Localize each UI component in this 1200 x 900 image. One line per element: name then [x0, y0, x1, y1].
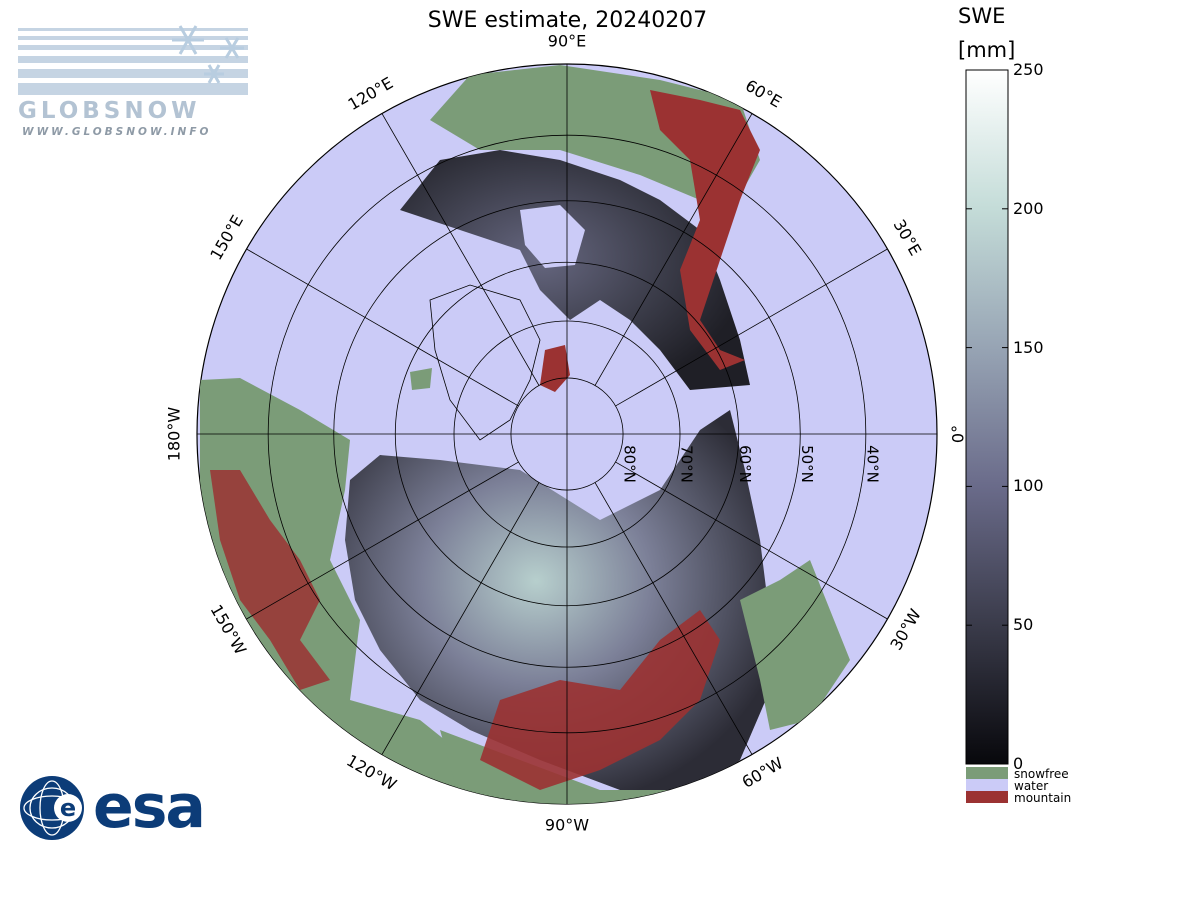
colorbar-title: SWE — [958, 4, 1006, 28]
meridian-line — [615, 461, 888, 620]
colorbar-tick-label: 50 — [1013, 615, 1034, 635]
latitude-label: 80°N — [621, 445, 639, 483]
longitude-label: 30°E — [890, 216, 926, 259]
latitude-label: 40°N — [863, 445, 881, 483]
colorbar-tick-label: 100 — [1013, 476, 1044, 496]
esa-emblem-icon: e — [20, 776, 84, 840]
colorbar-tick-label: 250 — [1013, 60, 1044, 79]
longitude-label: 30°W — [886, 605, 925, 653]
category-swatch — [966, 767, 1008, 779]
europe-mountain — [210, 470, 330, 690]
longitude-label: 0° — [949, 425, 968, 443]
longitude-label: 150°E — [206, 212, 247, 264]
meridian-line — [381, 113, 540, 386]
colorbar-gradient — [965, 69, 1009, 765]
colorbar-unit: [mm] — [958, 38, 1016, 62]
colorbar-categories — [966, 767, 1008, 803]
colorbar-tick-label: 200 — [1013, 198, 1044, 218]
latitude-label: 50°N — [798, 445, 816, 483]
category-label: water — [1014, 779, 1049, 793]
latitude-labels: 80°N 70°N 60°N 50°N 40°N — [621, 445, 882, 483]
longitude-label: 90°E — [548, 32, 586, 51]
esa-wordmark: esa — [93, 772, 206, 842]
hudson-bay — [520, 205, 585, 268]
central-asia-mountain — [480, 610, 720, 790]
meridian-line — [594, 113, 753, 386]
colorbar-tick-label: 0 — [1013, 754, 1024, 773]
globsnow-logo — [18, 25, 248, 95]
colorbar-ticks — [966, 69, 1008, 765]
longitude-label: 60°E — [742, 76, 785, 112]
meridian-line — [246, 248, 519, 407]
category-label: mountain — [1014, 791, 1072, 805]
longitude-label: 180°W — [165, 407, 184, 462]
latitude-label: 70°N — [678, 445, 696, 483]
longitude-label: 90°W — [545, 816, 589, 835]
north-america-snow — [400, 150, 750, 390]
longitude-label: 60°W — [739, 753, 787, 792]
esa-logo: e — [20, 776, 84, 840]
land-layer — [200, 65, 850, 804]
meridian-line — [615, 248, 888, 407]
globsnow-url: WWW.GLOBSNOW.INFO — [22, 126, 212, 138]
figure-title: SWE estimate, 20240207 — [427, 8, 708, 33]
category-swatch — [966, 779, 1008, 791]
globsnow-wordmark: GLOBSNOW — [18, 98, 201, 124]
meridian-line — [594, 482, 753, 755]
category-swatch — [966, 791, 1008, 803]
snowflake-icon — [172, 25, 244, 84]
meridian-line — [246, 461, 519, 620]
rockies-mountain — [650, 90, 760, 370]
arctic-islands — [540, 345, 570, 392]
category-label: snowfree — [1014, 767, 1069, 781]
globsnow-stripes-icon — [18, 28, 248, 95]
colorbar-tick-label: 150 — [1013, 337, 1044, 357]
greenland — [429, 284, 541, 441]
svg-text:e: e — [60, 794, 76, 822]
graticule — [197, 64, 937, 804]
far-east-landmass — [740, 560, 850, 730]
latitude-label: 60°N — [736, 445, 754, 483]
meridian-line — [381, 482, 540, 755]
iceland — [410, 368, 432, 390]
longitude-label: 120°E — [345, 73, 397, 114]
